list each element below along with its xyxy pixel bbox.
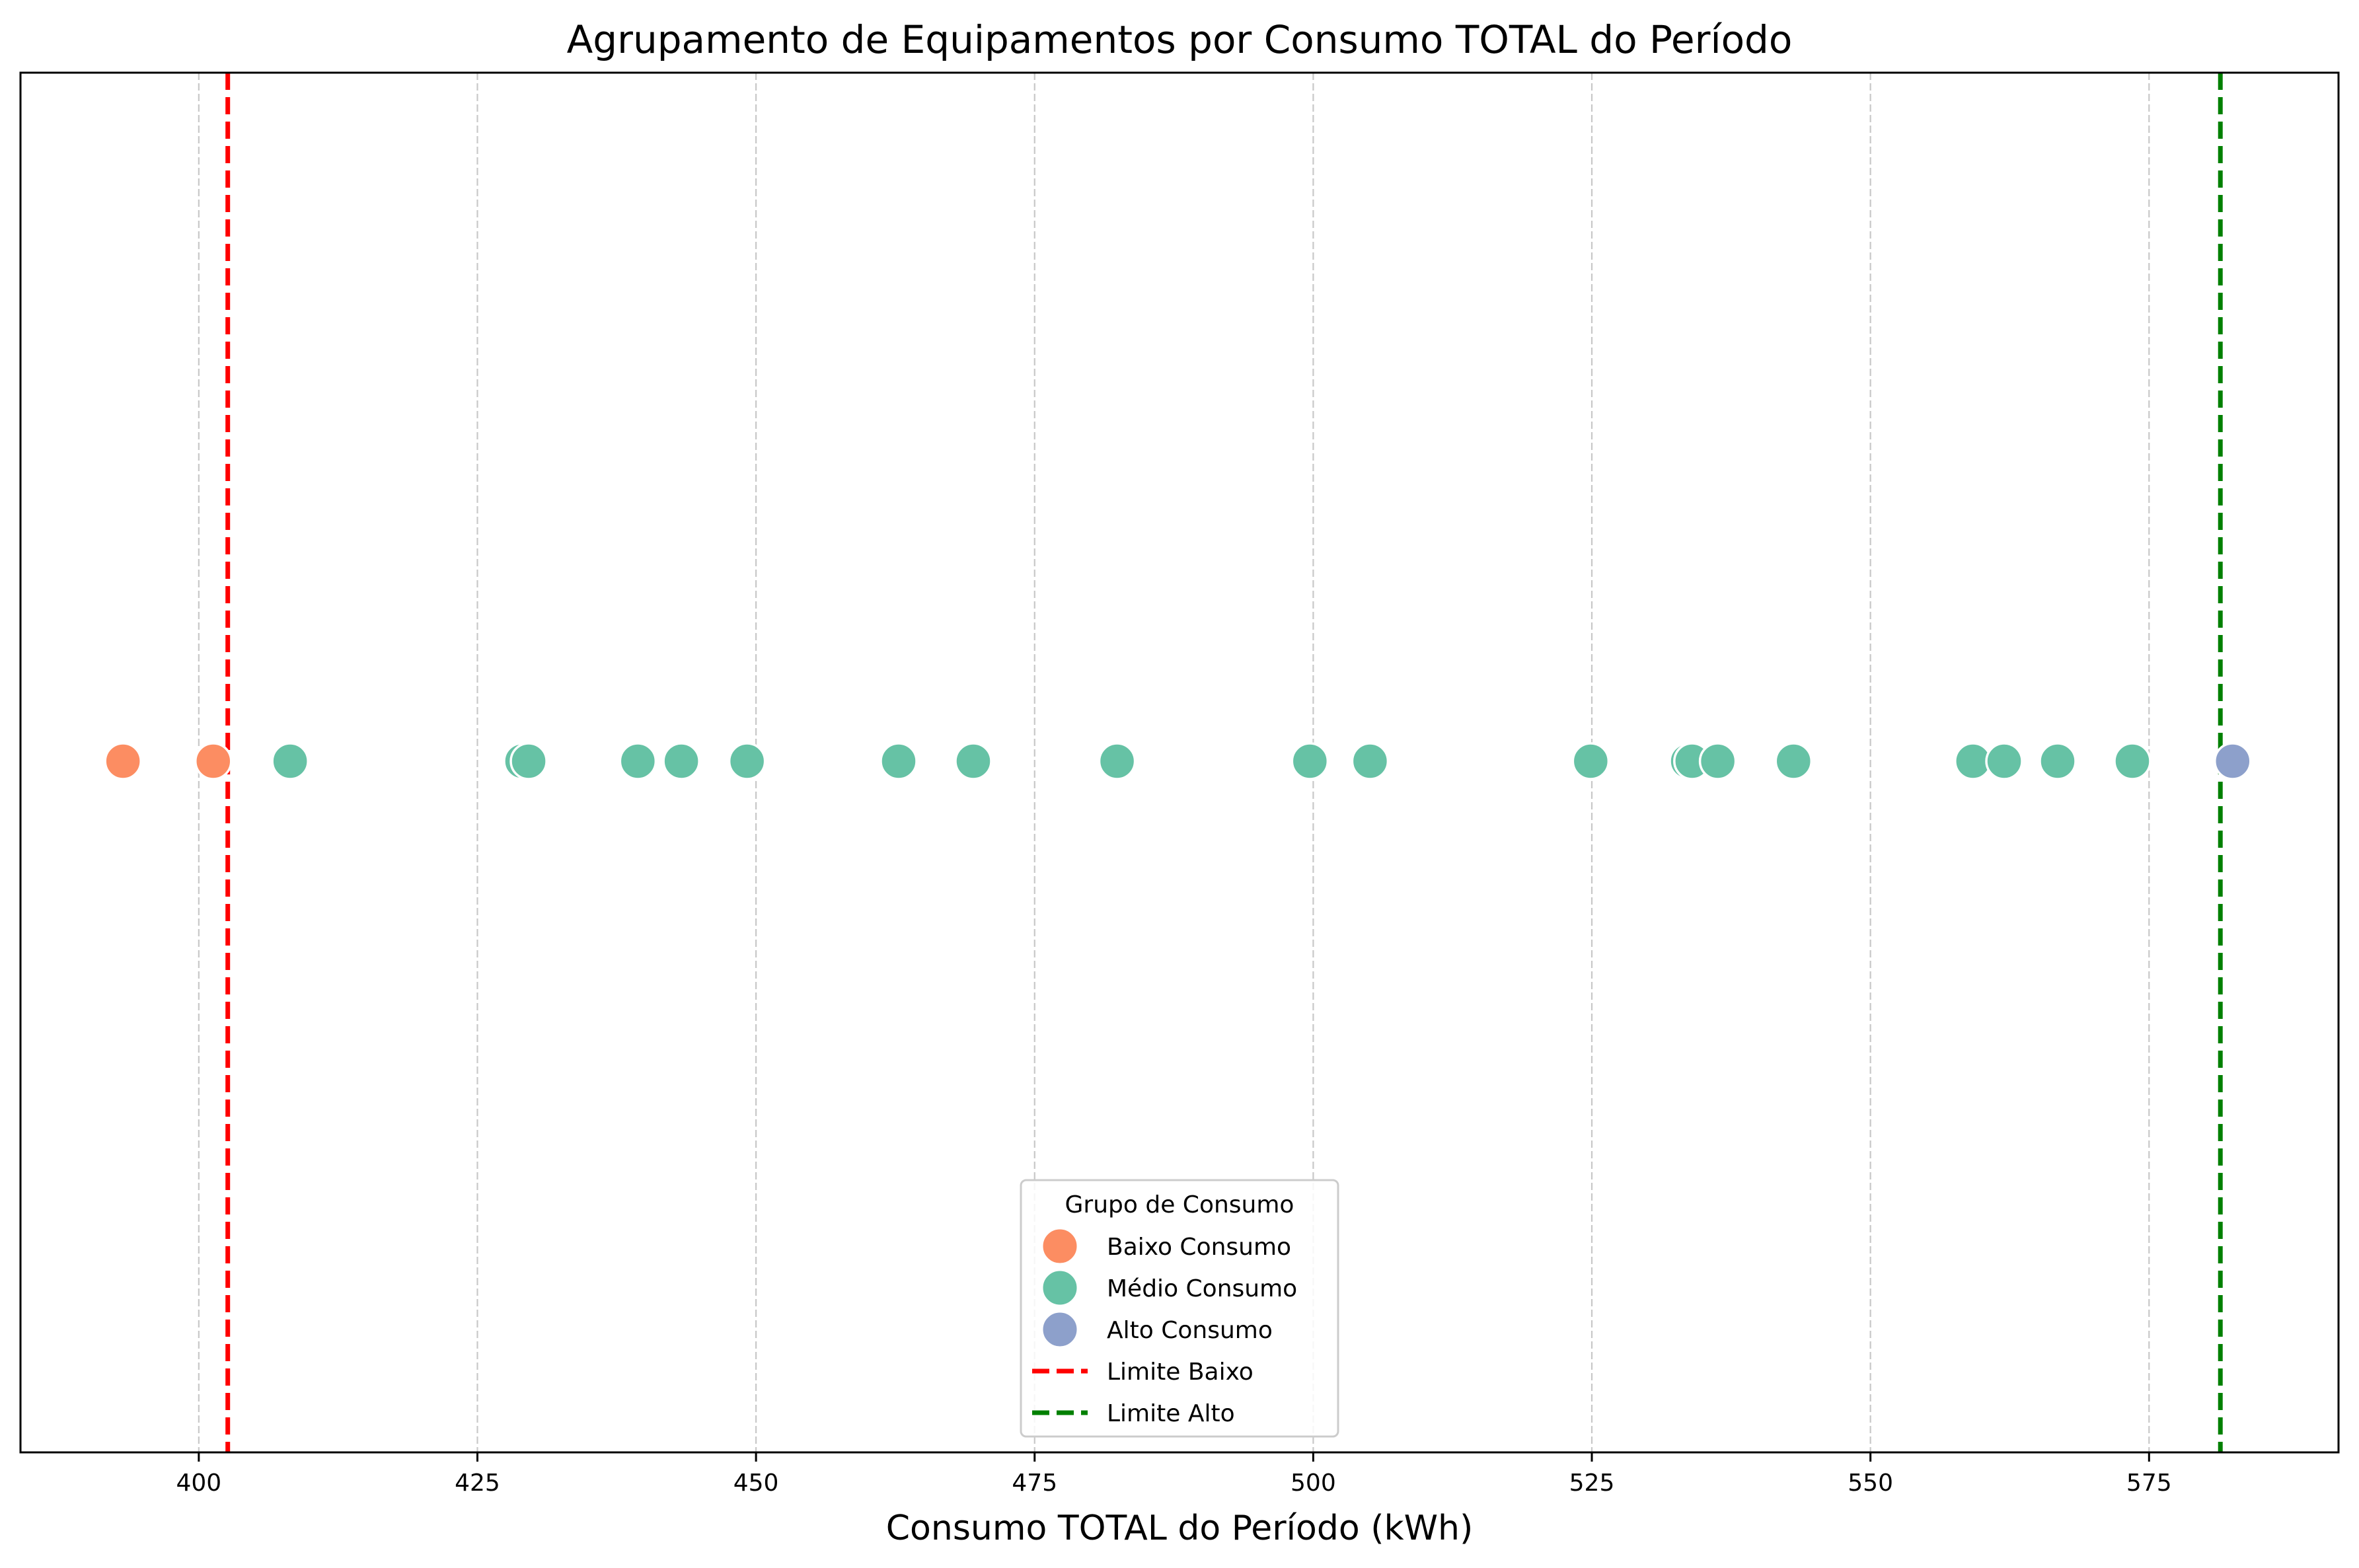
x-tick-label: 475 [1012,1470,1057,1497]
x-axis-ticks: 400 425 450 475 500 525 550 575 [176,1452,2172,1497]
x-tick-label: 425 [455,1470,500,1497]
x-axis-label: Consumo TOTAL do Período (kWh) [886,1509,1474,1548]
data-point [618,742,657,780]
legend-marker [1041,1269,1079,1307]
data-points [104,742,2252,780]
legend-entries: Baixo Consumo Médio Consumo Alto Consumo Li… [1032,1227,1297,1427]
data-point [2039,742,2077,780]
data-point [509,742,548,780]
data-point [104,742,142,780]
data-point [271,742,309,780]
data-point [1698,742,1737,780]
legend-label: Médio Consumo [1107,1275,1297,1302]
x-tick-label: 525 [1569,1470,1615,1497]
legend-title: Grupo de Consumo [1065,1191,1294,1218]
legend-label: Limite Alto [1107,1400,1235,1427]
x-tick-label: 550 [1848,1470,1893,1497]
data-point [2214,742,2252,780]
data-point [194,742,233,780]
legend-marker [1041,1310,1079,1349]
data-point [728,742,767,780]
data-point [2113,742,2152,780]
legend-box [1020,1179,1339,1438]
data-point [1985,742,2023,780]
data-point [1774,742,1813,780]
chart-title: Agrupamento de Equipamentos por Consumo … [567,17,1793,62]
data-point [1351,742,1390,780]
x-tick-label: 500 [1291,1470,1336,1497]
legend-label: Baixo Consumo [1107,1234,1291,1261]
data-point [954,742,992,780]
plot-area [19,71,2340,1454]
data-point [880,742,918,780]
legend-label: Alto Consumo [1107,1317,1273,1344]
legend-label: Limite Baixo [1107,1359,1254,1386]
data-point [662,742,700,780]
x-tick-label: 575 [2126,1470,2172,1497]
data-point [1291,742,1329,780]
data-point [1098,742,1137,780]
legend: Grupo de Consumo Baixo Consumo Médio Cons… [1020,1179,1339,1438]
x-tick-label: 450 [733,1470,779,1497]
x-tick-label: 400 [176,1470,221,1497]
data-point [1571,742,1610,780]
legend-marker [1041,1227,1079,1265]
